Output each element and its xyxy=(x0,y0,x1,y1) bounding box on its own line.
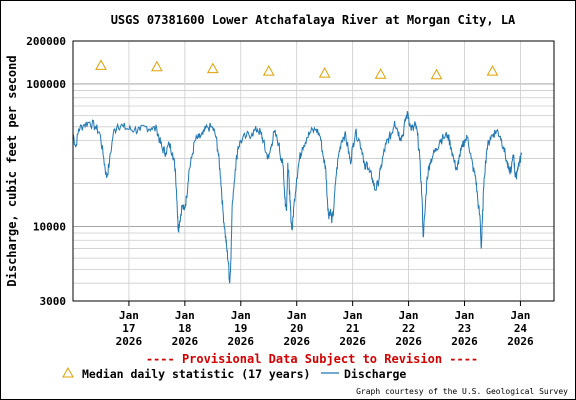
x-tick-label: 2026 xyxy=(116,335,143,348)
triangle-icon xyxy=(62,366,74,378)
x-tick-label: Jan xyxy=(287,309,307,322)
legend: Median daily statistic (17 years) Discha… xyxy=(62,366,406,381)
y-axis-ticks: 3000 10000 100000 200000 xyxy=(26,35,66,308)
median-point xyxy=(486,65,499,76)
y-tick-label: 10000 xyxy=(33,220,66,233)
x-tick-label: Jan xyxy=(231,309,251,322)
median-point xyxy=(206,62,219,74)
x-tick-label: 2026 xyxy=(283,335,310,348)
x-tick-label: 17 xyxy=(122,322,135,335)
series-layer xyxy=(72,59,523,284)
x-tick-label: 2026 xyxy=(507,335,534,348)
x-tick-label: Jan xyxy=(175,309,195,322)
y-tick-label: 3000 xyxy=(40,295,67,308)
x-tick-label: 19 xyxy=(234,322,247,335)
median-point xyxy=(95,59,107,70)
x-tick-label: 2026 xyxy=(339,335,366,348)
median-point xyxy=(262,65,275,76)
x-tick-label: 18 xyxy=(178,322,191,335)
x-tick-label: 20 xyxy=(290,322,303,335)
legend-label-median: Median daily statistic (17 years) xyxy=(82,367,310,381)
provisional-notice: ---- Provisional Data Subject to Revisio… xyxy=(146,352,478,366)
x-tick-label: Jan xyxy=(343,309,363,322)
x-tick-label: 2026 xyxy=(395,335,422,348)
x-tick-label: 2026 xyxy=(451,335,478,348)
y-tick-label: 200000 xyxy=(26,35,66,48)
credit-text: Graph courtesy of the U.S. Geological Su… xyxy=(356,387,568,396)
x-tick-label: 23 xyxy=(458,322,471,335)
x-tick-label: 2026 xyxy=(228,335,255,348)
legend-label-discharge: Discharge xyxy=(344,367,406,381)
x-tick-label: 2026 xyxy=(172,335,199,348)
x-tick-label: 21 xyxy=(346,322,360,335)
series-discharge-line xyxy=(72,110,523,284)
x-tick-label: Jan xyxy=(455,309,475,322)
grid xyxy=(73,40,554,302)
median-point xyxy=(318,67,331,78)
median-point xyxy=(430,68,443,80)
median-point xyxy=(374,68,387,79)
plot-border xyxy=(72,40,555,302)
y-tick-label: 100000 xyxy=(26,78,66,91)
chart-title: USGS 07381600 Lower Atchafalaya River at… xyxy=(111,13,516,27)
x-tick-label: Jan xyxy=(511,309,531,322)
x-tick-label: Jan xyxy=(119,309,139,322)
x-tick-label: 24 xyxy=(514,322,528,335)
x-tick-label: 22 xyxy=(402,322,415,335)
x-axis-ticks: Jan172026Jan182026Jan192026Jan202026Jan2… xyxy=(116,301,534,348)
median-point xyxy=(151,60,163,72)
x-tick-label: Jan xyxy=(399,309,419,322)
y-axis-label: Discharge, cubic feet per second xyxy=(5,55,19,286)
